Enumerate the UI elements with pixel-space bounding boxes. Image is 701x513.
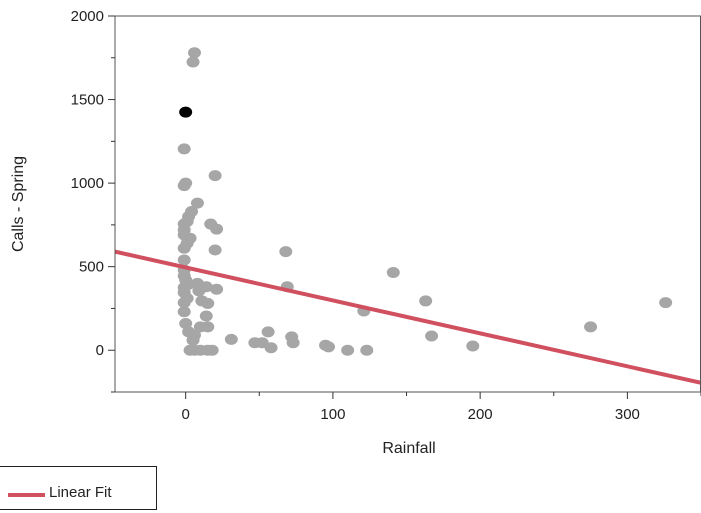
data-point <box>190 197 204 209</box>
fit-layer <box>114 249 701 385</box>
y-tick-label: 1500 <box>71 92 104 109</box>
data-point <box>208 170 222 182</box>
data-point <box>584 321 598 333</box>
data-point <box>177 306 191 318</box>
data-point <box>201 321 215 333</box>
data-point <box>186 334 200 346</box>
linear-fit-line <box>114 249 701 385</box>
data-point <box>186 56 200 68</box>
y-axis-title: Calls - Spring <box>10 156 27 252</box>
data-point <box>419 295 433 307</box>
data-point <box>386 267 400 279</box>
data-point <box>205 344 219 356</box>
data-point <box>425 330 439 342</box>
data-point <box>210 223 224 235</box>
data-point <box>201 297 215 309</box>
data-point <box>659 297 673 309</box>
scatter-chart: 0 500 1000 1500 2000 0 100 200 300 Rainfall Call… <box>10 8 701 457</box>
data-point <box>199 310 213 322</box>
data-point <box>177 180 191 192</box>
legend-swatch-linear-fit <box>8 493 45 497</box>
x-tick-label: 200 <box>468 406 493 423</box>
x-tick-label: 300 <box>615 406 640 423</box>
x-tick-label: 0 <box>182 406 190 423</box>
x-tick-label: 100 <box>320 406 345 423</box>
legend-label-linear-fit: Linear Fit <box>49 484 112 501</box>
data-point <box>177 297 191 309</box>
data-point <box>177 242 191 254</box>
x-axis-title: Rainfall <box>382 440 435 457</box>
data-point <box>466 340 480 352</box>
data-point <box>210 283 224 295</box>
data-point <box>192 285 206 297</box>
data-point <box>177 254 191 266</box>
y-tick-label: 1000 <box>71 175 104 192</box>
data-point <box>264 342 278 354</box>
data-point <box>208 244 222 256</box>
data-point <box>279 246 293 258</box>
data-point-highlighted <box>179 106 193 118</box>
data-point <box>261 326 275 338</box>
y-tick-label: 500 <box>79 259 104 276</box>
points-layer <box>177 47 673 356</box>
data-point <box>286 337 300 349</box>
data-point <box>224 333 238 345</box>
legend: Linear Fit <box>0 466 157 510</box>
data-point <box>360 344 374 356</box>
y-tick-label: 0 <box>96 342 104 359</box>
data-point <box>341 344 355 356</box>
data-point <box>177 143 191 155</box>
data-point <box>321 341 335 353</box>
y-tick-label: 2000 <box>71 8 104 25</box>
data-point <box>188 47 202 59</box>
data-point <box>179 317 193 329</box>
